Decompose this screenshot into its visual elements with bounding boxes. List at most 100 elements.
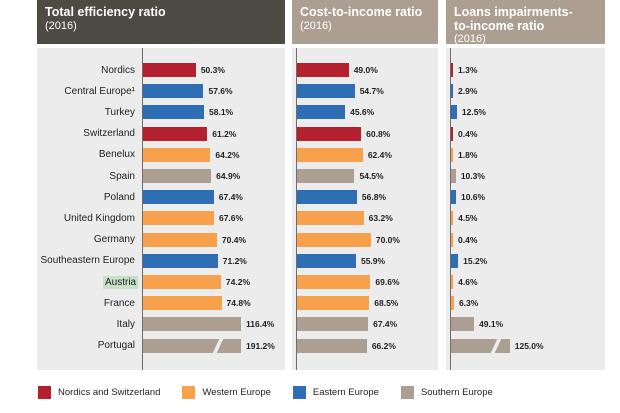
data-bar bbox=[297, 317, 369, 332]
data-bar bbox=[451, 253, 459, 268]
category-label: Turkey bbox=[104, 106, 135, 118]
data-bar bbox=[297, 211, 364, 226]
data-label: 6.3% bbox=[458, 298, 479, 309]
data-bar bbox=[143, 169, 212, 183]
legend-item: Western Europe bbox=[182, 385, 271, 399]
panel-background bbox=[446, 48, 605, 370]
legend-swatch bbox=[400, 385, 414, 399]
data-bar bbox=[297, 190, 357, 205]
data-label: 54.5% bbox=[359, 171, 384, 181]
data-bar bbox=[451, 275, 454, 289]
panel-subtitle: (2016) bbox=[454, 33, 486, 45]
data-label: 69.6% bbox=[375, 277, 400, 287]
data-label: 55.9% bbox=[360, 255, 386, 266]
data-bar bbox=[297, 126, 362, 141]
data-label: 67.6% bbox=[218, 213, 244, 224]
data-bar bbox=[143, 253, 218, 268]
legend: Nordics and Switzerland Western Europe Eas… bbox=[38, 384, 515, 400]
data-label: 1.8% bbox=[458, 149, 478, 160]
data-label: 60.8% bbox=[366, 128, 391, 139]
panel-subtitle: (2016) bbox=[45, 20, 77, 32]
data-label: 62.4% bbox=[367, 149, 392, 160]
data-bar bbox=[143, 126, 208, 141]
axis-line bbox=[295, 48, 297, 370]
data-bar bbox=[297, 63, 349, 77]
category-label: France bbox=[103, 297, 135, 309]
data-bar bbox=[297, 338, 367, 353]
data-label: 50.3% bbox=[200, 65, 225, 75]
data-label: 68.5% bbox=[374, 298, 399, 309]
panel-header: Loans impairments-to-income ratio (2016) bbox=[446, 0, 605, 45]
legend-swatch bbox=[38, 385, 51, 399]
data-label: 12.5% bbox=[461, 107, 486, 118]
data-label: 125.0% bbox=[514, 340, 544, 351]
data-bar bbox=[451, 126, 453, 141]
legend-label: Nordics and Switzerland bbox=[58, 386, 161, 398]
legend-label: Eastern Europe bbox=[312, 386, 379, 398]
category-label: Germany bbox=[93, 234, 135, 246]
data-label: 191.2% bbox=[246, 340, 275, 351]
data-label: 58.1% bbox=[209, 107, 234, 118]
data-bar bbox=[451, 147, 453, 162]
data-bar bbox=[297, 296, 370, 311]
data-bar bbox=[297, 275, 371, 289]
panel-title: Cost-to-income ratio bbox=[300, 5, 423, 19]
data-label: 10.6% bbox=[460, 192, 486, 203]
data-bar bbox=[143, 105, 204, 120]
data-bar bbox=[143, 63, 196, 77]
axis-line bbox=[141, 48, 143, 370]
legend-label: Western Europe bbox=[202, 386, 271, 398]
data-label: 57.6% bbox=[208, 86, 233, 97]
legend-item: Southern Europe bbox=[400, 385, 493, 399]
data-label: 74.8% bbox=[226, 298, 251, 309]
category-label: United Kingdom bbox=[63, 212, 135, 224]
legend-swatch bbox=[182, 385, 196, 399]
data-label: 49.0% bbox=[353, 65, 378, 75]
data-label: 1.3% bbox=[458, 65, 478, 75]
data-label: 2.9% bbox=[458, 86, 478, 97]
data-bar bbox=[451, 169, 456, 183]
data-label: 67.4% bbox=[373, 319, 398, 330]
data-bar bbox=[297, 169, 355, 183]
data-bar bbox=[143, 84, 204, 99]
category-label: Southeastern Europe bbox=[40, 255, 135, 267]
data-bar bbox=[297, 105, 346, 120]
data-bar bbox=[297, 253, 356, 268]
data-label: 0.4% bbox=[458, 128, 478, 139]
legend-item: Eastern Europe bbox=[292, 385, 379, 399]
data-label: 66.2% bbox=[371, 340, 396, 351]
panel-header: Total efficiency ratio (2016) bbox=[37, 0, 285, 44]
category-label: Austria bbox=[103, 275, 139, 289]
data-bar bbox=[451, 190, 456, 205]
data-label: 61.2% bbox=[212, 128, 237, 139]
data-label: 116.4% bbox=[246, 319, 275, 330]
data-bar bbox=[451, 317, 475, 332]
data-bar bbox=[297, 147, 363, 162]
data-label: 56.8% bbox=[361, 192, 387, 203]
category-label: Spain bbox=[109, 170, 135, 182]
panel-background bbox=[292, 48, 438, 370]
panel-background bbox=[37, 48, 285, 370]
data-bar bbox=[451, 232, 453, 247]
data-bar bbox=[451, 338, 510, 353]
data-label: 49.1% bbox=[479, 319, 504, 330]
legend-item: Nordics and Switzerland bbox=[38, 385, 161, 399]
data-bar bbox=[143, 211, 214, 226]
category-label: Switzerland bbox=[83, 128, 135, 140]
category-label: Benelux bbox=[98, 149, 135, 161]
category-label: Central Europe¹ bbox=[64, 85, 135, 97]
category-label: Nordics bbox=[101, 64, 135, 76]
data-label: 64.9% bbox=[216, 171, 241, 181]
data-label: 71.2% bbox=[222, 255, 247, 266]
data-label: 74.2% bbox=[225, 277, 251, 287]
data-bar bbox=[143, 338, 241, 353]
panel-header: Cost-to-income ratio (2016) bbox=[292, 0, 438, 44]
data-bar bbox=[451, 63, 453, 77]
legend-label: Southern Europe bbox=[420, 386, 493, 398]
data-bar bbox=[451, 105, 457, 120]
data-label: 15.2% bbox=[463, 255, 488, 266]
data-bar bbox=[451, 84, 453, 99]
data-label: 64.2% bbox=[215, 149, 240, 160]
data-bar bbox=[451, 296, 454, 311]
legend-swatch bbox=[292, 385, 306, 399]
